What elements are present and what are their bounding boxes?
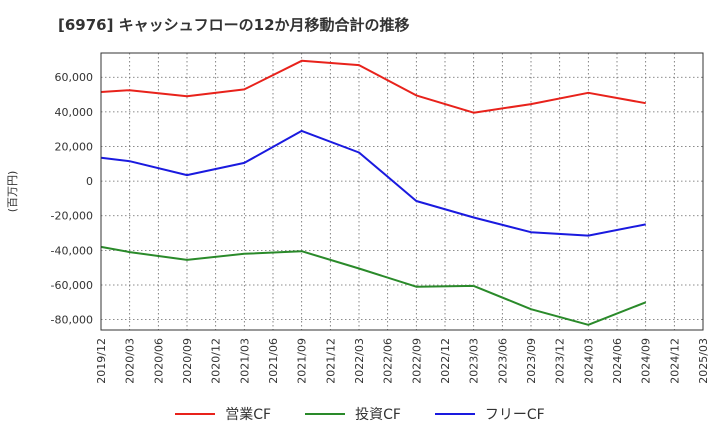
legend: 営業CF 投資CF フリーCF: [0, 404, 720, 424]
x-tick-label: 2023/06: [496, 338, 509, 384]
legend-item: フリーCF: [434, 404, 545, 424]
legend-label: 営業CF: [225, 407, 272, 423]
series-line-1: [100, 59, 646, 114]
x-tick-label: 2023/12: [554, 338, 567, 384]
y-tick-label: 60,000: [55, 71, 94, 84]
series-layer: [100, 59, 647, 326]
x-tick-label: 2020/12: [210, 338, 223, 384]
x-tick-label: 2021/12: [324, 338, 337, 384]
y-axis: 60,000 40,000 20,000 0 -20,000 -40,000 -60,000…: [51, 71, 93, 326]
x-tick-label: 2022/09: [410, 338, 423, 384]
grid: [100, 53, 704, 330]
series-line-3: [100, 129, 646, 237]
x-tick-label: 2022/06: [382, 338, 395, 384]
x-tick-label: 2019/12: [95, 338, 108, 384]
chart-title: [6976] キャッシュフローの12か月移動合計の推移: [58, 16, 410, 34]
plot-frame: [100, 52, 704, 331]
x-tick-label: 2021/03: [238, 338, 251, 384]
x-axis: 2019/12 2020/03 2020/06 2020/09 2020/12 2021/…: [95, 338, 710, 384]
x-tick-label: 2023/03: [468, 338, 481, 384]
y-tick-label: -80,000: [51, 314, 93, 327]
x-tick-label: 2020/09: [181, 338, 194, 384]
legend-swatch: [434, 413, 475, 415]
y-tick-label: -60,000: [51, 279, 93, 292]
series-line-2: [100, 245, 647, 326]
y-axis-label: (百万円): [6, 171, 19, 213]
y-tick-label: -20,000: [51, 210, 93, 223]
legend-item: 投資CF: [305, 404, 401, 424]
x-tick-label: 2020/06: [152, 338, 165, 384]
x-tick-label: 2022/03: [353, 338, 366, 384]
x-tick-label: 2024/09: [640, 338, 653, 384]
x-tick-label: 2020/03: [124, 338, 137, 384]
legend-label: 投資CF: [355, 407, 401, 423]
x-tick-label: 2021/09: [296, 338, 309, 384]
x-tick-label: 2024/06: [611, 338, 624, 384]
x-tick-label: 2024/03: [582, 338, 595, 384]
x-tick-label: 2022/12: [439, 338, 452, 384]
x-tick-label: 2023/09: [525, 338, 538, 384]
x-tick-label: 2025/03: [697, 338, 710, 384]
y-tick-label: 20,000: [55, 140, 94, 153]
y-tick-label: -40,000: [51, 244, 93, 257]
x-tick-label: 2024/12: [668, 338, 681, 384]
y-tick-label: 0: [86, 175, 93, 188]
legend-label: フリーCF: [484, 407, 545, 423]
legend-item: 営業CF: [175, 404, 271, 424]
y-tick-label: 40,000: [55, 106, 94, 119]
legend-swatch: [175, 413, 216, 415]
x-tick-label: 2021/06: [267, 338, 280, 384]
legend-swatch: [305, 413, 346, 415]
